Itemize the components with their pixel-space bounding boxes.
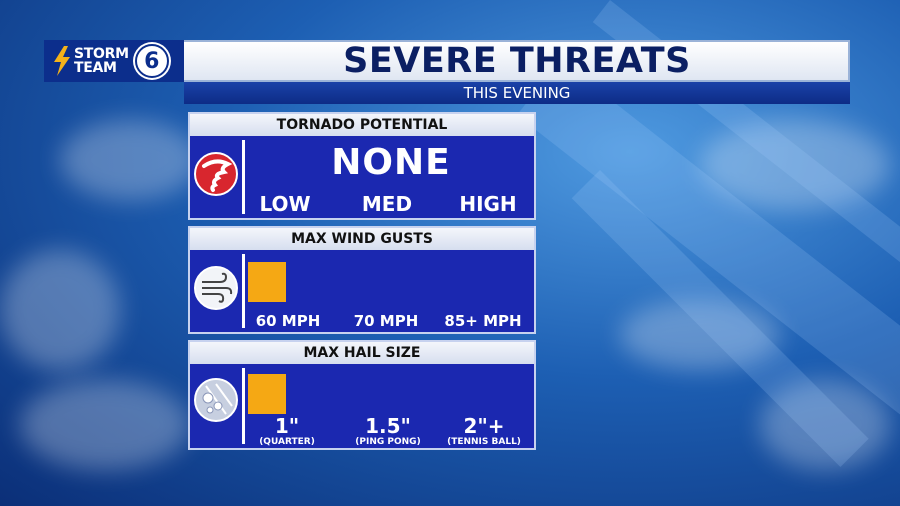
wind-level-70: 70 MPH [353, 312, 419, 330]
hail-panel: MAX HAIL SIZE 1" 1.5" 2"+ (QUARTER) (PIN… [188, 340, 536, 450]
logo-line-storm: STORM [74, 46, 129, 62]
hail-heading: MAX HAIL SIZE [190, 342, 534, 364]
tornado-level-low: LOW [259, 192, 311, 216]
hail-level-1: 1" [274, 414, 300, 438]
hail-level-1-5: 1.5" [365, 414, 411, 438]
tornado-divider [242, 140, 245, 214]
wind-level-60: 60 MPH [255, 312, 321, 330]
logo-number: 6 [134, 44, 169, 78]
wind-icon [194, 266, 238, 310]
hail-sublabel-ping-pong: (PING PONG) [355, 437, 421, 447]
hail-level-2: 2"+ [463, 414, 505, 438]
wind-heading: MAX WIND GUSTS [190, 228, 534, 250]
hail-divider [242, 368, 245, 444]
tornado-value: NONE [331, 142, 451, 183]
tornado-heading: TORNADO POTENTIAL [190, 114, 534, 136]
logo-line-team: TEAM [74, 60, 117, 76]
wind-divider [242, 254, 245, 328]
hail-sublabel-quarter: (QUARTER) [259, 437, 315, 447]
hail-sublabel-tennis-ball: (TENNIS BALL) [447, 437, 521, 447]
wind-level-85: 85+ MPH [444, 312, 522, 330]
logo-text: STORM TEAM [74, 47, 129, 75]
tornado-level-high: HIGH [459, 192, 517, 216]
wind-level-fill [248, 262, 286, 302]
lightning-bolt-icon [54, 46, 70, 76]
wind-panel: MAX WIND GUSTS 60 MPH 70 MPH 85+ MPH [188, 226, 536, 334]
hail-level-fill [248, 374, 286, 414]
tornado-icon [194, 152, 238, 196]
station-logo: STORM TEAM 6 [44, 40, 184, 82]
tornado-panel: TORNADO POTENTIAL NONE LOW MED HIGH [188, 112, 536, 220]
page-subtitle: THIS EVENING [463, 84, 571, 102]
page-title: SEVERE THREATS [343, 41, 691, 81]
hail-icon [194, 378, 238, 422]
subtitle-bar: THIS EVENING [184, 82, 850, 104]
tornado-level-med: MED [361, 192, 413, 216]
